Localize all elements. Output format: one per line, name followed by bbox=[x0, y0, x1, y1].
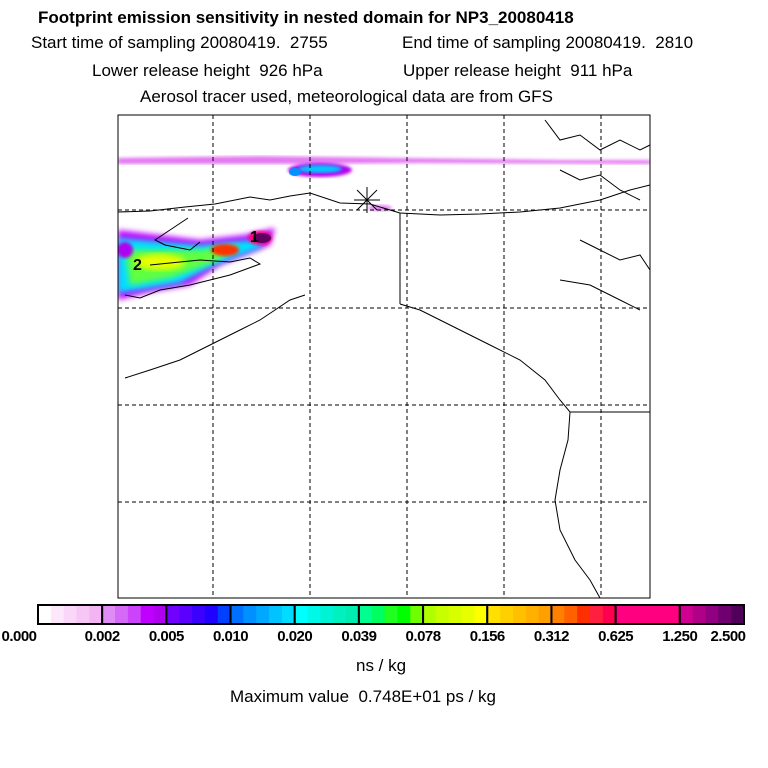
map-frame bbox=[117, 114, 651, 599]
colorbar-swatch bbox=[679, 605, 694, 624]
colorbar-swatch bbox=[320, 605, 334, 624]
colorbar-swatch bbox=[538, 605, 552, 624]
colorbar-swatch bbox=[410, 605, 424, 624]
colorbar-swatch bbox=[641, 605, 655, 624]
colorbar-swatch bbox=[487, 605, 501, 624]
colorbar-swatch bbox=[179, 605, 193, 624]
colorbar-swatch bbox=[589, 605, 604, 624]
colorbar-swatch bbox=[166, 605, 180, 624]
tracer-note: Aerosol tracer used, meteorological data… bbox=[140, 87, 553, 106]
colorbar-swatch bbox=[307, 605, 321, 624]
colorbar-tick-label: 0.000 bbox=[1, 628, 37, 645]
colorbar-swatch bbox=[153, 605, 167, 624]
colorbar-swatch bbox=[602, 605, 617, 624]
colorbar-swatch bbox=[731, 605, 745, 624]
colorbar bbox=[37, 604, 745, 625]
colorbar-swatch bbox=[474, 605, 488, 624]
colorbar-tick-label: 0.020 bbox=[277, 628, 313, 645]
colorbar-segment bbox=[678, 604, 745, 625]
colorbar-swatch bbox=[423, 605, 437, 624]
colorbar-swatch bbox=[615, 605, 629, 624]
colorbar-swatch bbox=[115, 605, 129, 624]
colorbar-swatch bbox=[346, 605, 360, 624]
plot-title: Footprint emission sensitivity in nested… bbox=[38, 8, 574, 27]
colorbar-swatch bbox=[230, 605, 244, 624]
colorbar-swatch bbox=[281, 605, 296, 624]
colorbar-swatch bbox=[654, 605, 668, 624]
colorbar-swatch bbox=[448, 605, 463, 624]
coastlines bbox=[117, 119, 651, 599]
colorbar-swatch bbox=[256, 605, 270, 624]
colorbar-tick-label: 0.156 bbox=[469, 628, 506, 645]
colorbar-swatch bbox=[666, 605, 681, 624]
colorbar-tick-label: 0.039 bbox=[341, 628, 377, 645]
sensitivity-field bbox=[118, 156, 650, 300]
colorbar-swatch bbox=[76, 605, 90, 624]
colorbar-tick-label: 0.078 bbox=[405, 628, 442, 645]
maximum-value: Maximum value 0.748E+01 ps / kg bbox=[230, 687, 496, 706]
colorbar-tick-label: 0.005 bbox=[148, 628, 185, 645]
colorbar-swatch bbox=[358, 605, 373, 624]
colorbar-swatch bbox=[294, 605, 309, 624]
colorbar-swatch bbox=[500, 605, 514, 624]
colorbar-swatch bbox=[397, 605, 411, 624]
colorbar-swatch bbox=[243, 605, 257, 624]
colorbar-swatch bbox=[204, 605, 219, 624]
colorbar-swatch bbox=[89, 605, 103, 624]
colorbar-swatch bbox=[140, 605, 155, 624]
colorbar-tick-label: 0.002 bbox=[84, 628, 121, 645]
colorbar-swatch bbox=[628, 605, 642, 624]
colorbar-tick-label: 0.625 bbox=[598, 628, 634, 645]
colorbar-swatch bbox=[384, 605, 398, 624]
colorbar-swatch bbox=[705, 605, 719, 624]
colorbar-swatch bbox=[63, 605, 78, 624]
colorbar-swatch bbox=[577, 605, 591, 624]
start-time: Start time of sampling 20080419. 2755 bbox=[31, 33, 328, 52]
colorbar-swatch bbox=[435, 605, 450, 624]
colorbar-swatch bbox=[269, 605, 283, 624]
graticule bbox=[118, 115, 650, 598]
end-time: End time of sampling 20080419. 2810 bbox=[402, 33, 694, 52]
colorbar-tick-label: 1.250 bbox=[662, 628, 698, 645]
upper-release-height: Upper release height 911 hPa bbox=[403, 61, 633, 80]
colorbar-tick-label: 2.500 bbox=[710, 628, 746, 645]
colorbar-swatch bbox=[371, 605, 386, 624]
colorbar-swatch bbox=[50, 605, 65, 624]
colorbar-swatch bbox=[38, 605, 52, 624]
colorbar-swatch bbox=[127, 605, 142, 624]
colorbar-swatch bbox=[692, 605, 706, 624]
colorbar-swatch bbox=[217, 605, 232, 624]
marker-1: 1 bbox=[250, 229, 259, 246]
colorbar-tick-label: 0.010 bbox=[213, 628, 249, 645]
footprint-map: 1 2 bbox=[117, 114, 651, 599]
colorbar-swatch bbox=[333, 605, 347, 624]
colorbar-swatch bbox=[718, 605, 732, 624]
colorbar-unit: ns / kg bbox=[356, 656, 407, 675]
receptor-asterisk-icon bbox=[354, 187, 380, 213]
colorbar-tick-label: 0.312 bbox=[533, 628, 570, 645]
colorbar-swatch bbox=[512, 605, 527, 624]
marker-2: 2 bbox=[133, 257, 142, 274]
colorbar-swatch bbox=[102, 605, 116, 624]
colorbar-swatch bbox=[525, 605, 540, 624]
lower-release-height: Lower release height 926 hPa bbox=[92, 61, 323, 80]
colorbar-swatch bbox=[461, 605, 475, 624]
colorbar-swatch bbox=[564, 605, 578, 624]
colorbar-swatch bbox=[192, 605, 206, 624]
colorbar-swatch bbox=[551, 605, 565, 624]
